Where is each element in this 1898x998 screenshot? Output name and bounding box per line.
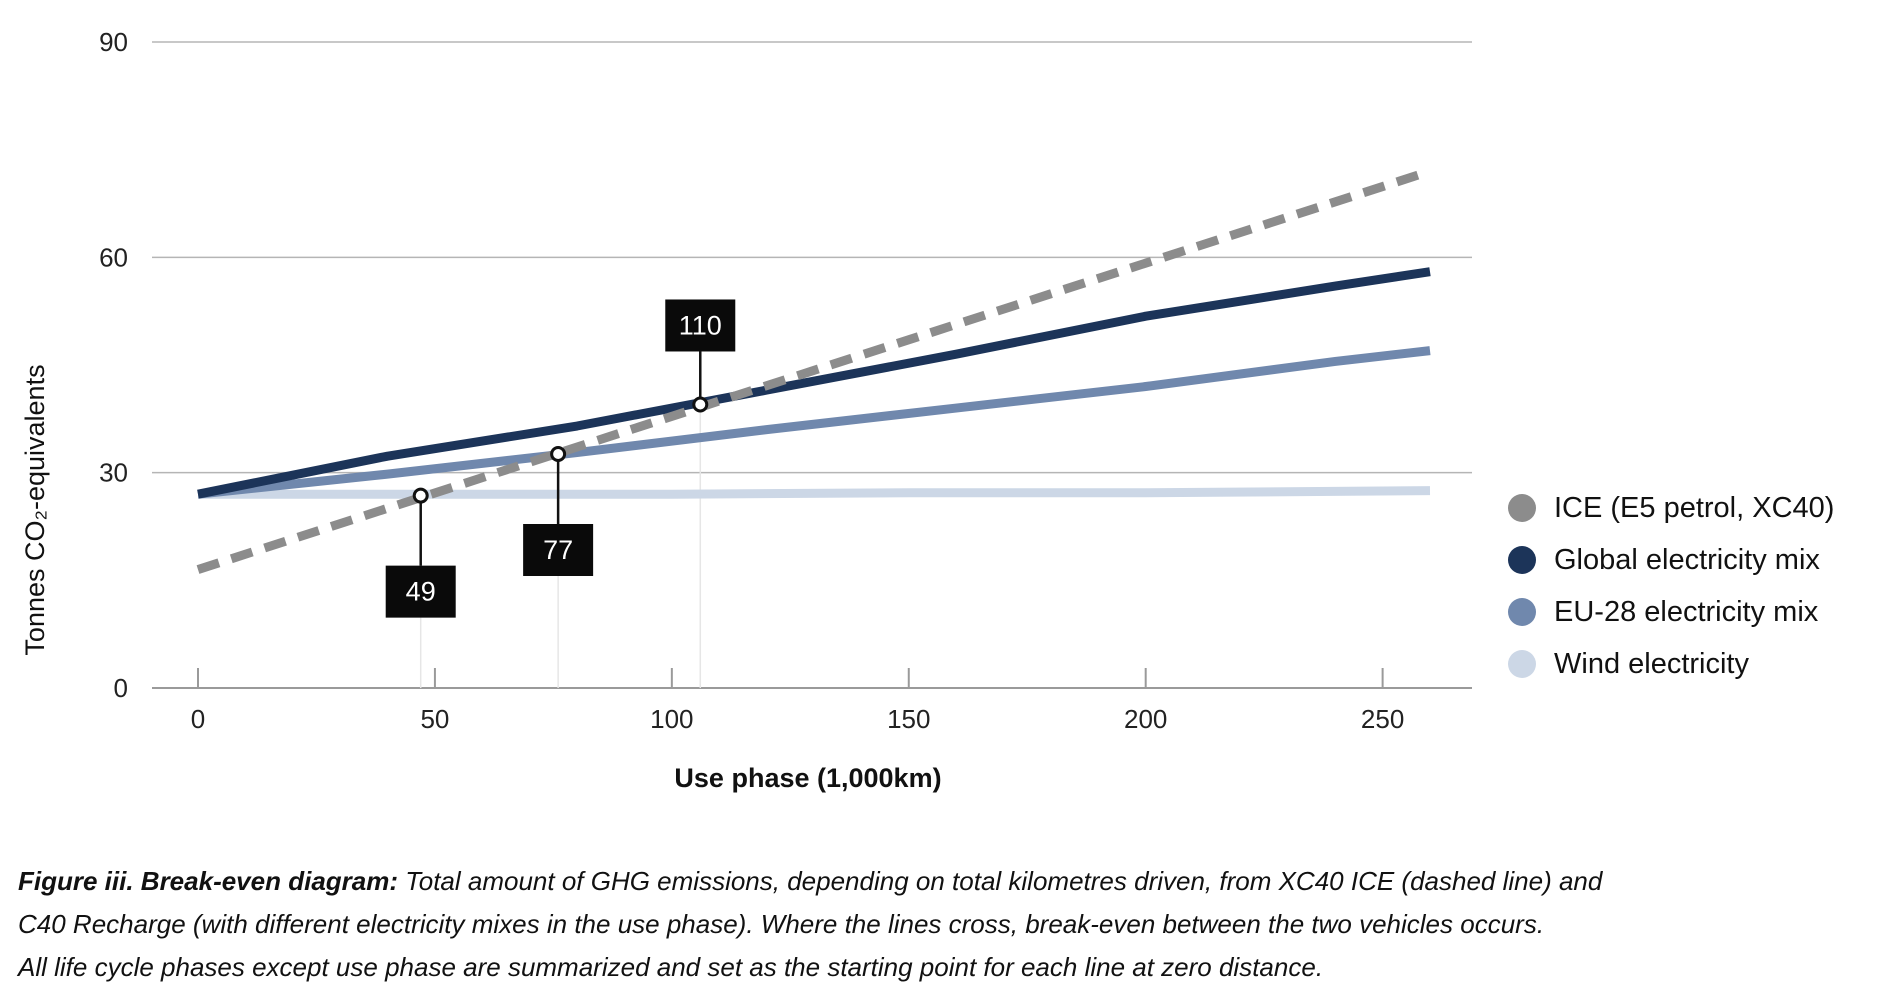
x-axis: 0 50 100 150 200 250 [191, 668, 1404, 734]
break-even-marker [692, 396, 709, 413]
legend-swatch [1508, 650, 1536, 678]
break-even-marker [550, 446, 567, 463]
x-tick-label: 50 [420, 704, 449, 734]
y-axis-title: Tonnes CO₂-equivalents [20, 364, 50, 655]
break-even-marker [412, 487, 429, 504]
legend-item-ice: ICE (E5 petrol, XC40) [1508, 482, 1834, 534]
x-tick-label: 0 [191, 704, 205, 734]
x-axis-title: Use phase (1,000km) [674, 763, 941, 793]
caption-line-2: C40 Recharge (with different electricity… [18, 909, 1545, 939]
grid-lines: 0 30 60 90 [99, 27, 1472, 703]
y-tick-label: 90 [99, 27, 128, 57]
legend-item-eu28: EU-28 electricity mix [1508, 586, 1834, 638]
legend-label: Global electricity mix [1554, 543, 1820, 576]
series-line-global-electricity-mix [197, 267, 1431, 499]
break-even-annotations: 49 77 110 [385, 299, 736, 618]
x-tick-label: 150 [887, 704, 930, 734]
series-line-wind-electricity [198, 486, 1431, 499]
x-tick-label: 250 [1361, 704, 1404, 734]
series-line-eu-28-electricity-mix [197, 346, 1431, 499]
legend-label: EU-28 electricity mix [1554, 595, 1819, 628]
caption-line-3: All life cycle phases except use phase a… [18, 952, 1324, 982]
chart-area: 0 30 60 90 0 50 100 150 200 250 49 77 110 Tonnes C… [20, 27, 1472, 793]
legend-label: Wind electricity [1554, 647, 1749, 680]
annotation-box [665, 299, 736, 352]
caption-title: Figure iii. Break-even diagram: [18, 866, 399, 896]
series-line-ice-e5-petrol-xc40 [196, 166, 1432, 574]
legend-swatch [1508, 598, 1536, 626]
series-lines [196, 166, 1432, 574]
annotation-box [523, 524, 594, 577]
y-tick-label: 30 [99, 458, 128, 488]
annotation-label: 110 [679, 310, 722, 340]
legend: ICE (E5 petrol, XC40) Global electricity… [1508, 482, 1834, 690]
x-tick-label: 200 [1124, 704, 1167, 734]
caption-line-1: Figure iii. Break-even diagram: Total am… [18, 860, 1878, 903]
annotation-label: 49 [406, 577, 436, 607]
annotation-label: 77 [543, 535, 573, 565]
legend-label: ICE (E5 petrol, XC40) [1554, 491, 1835, 524]
figure-caption: Figure iii. Break-even diagram: Total am… [18, 860, 1878, 989]
legend-item-global: Global electricity mix [1508, 534, 1834, 586]
y-tick-label: 0 [114, 673, 128, 703]
x-tick-label: 100 [650, 704, 693, 734]
legend-swatch [1508, 494, 1536, 522]
annotation-box [385, 565, 456, 618]
legend-item-wind: Wind electricity [1508, 638, 1834, 690]
y-tick-label: 60 [99, 242, 128, 272]
legend-swatch [1508, 546, 1536, 574]
caption-text: Total amount of GHG emissions, depending… [398, 866, 1603, 896]
